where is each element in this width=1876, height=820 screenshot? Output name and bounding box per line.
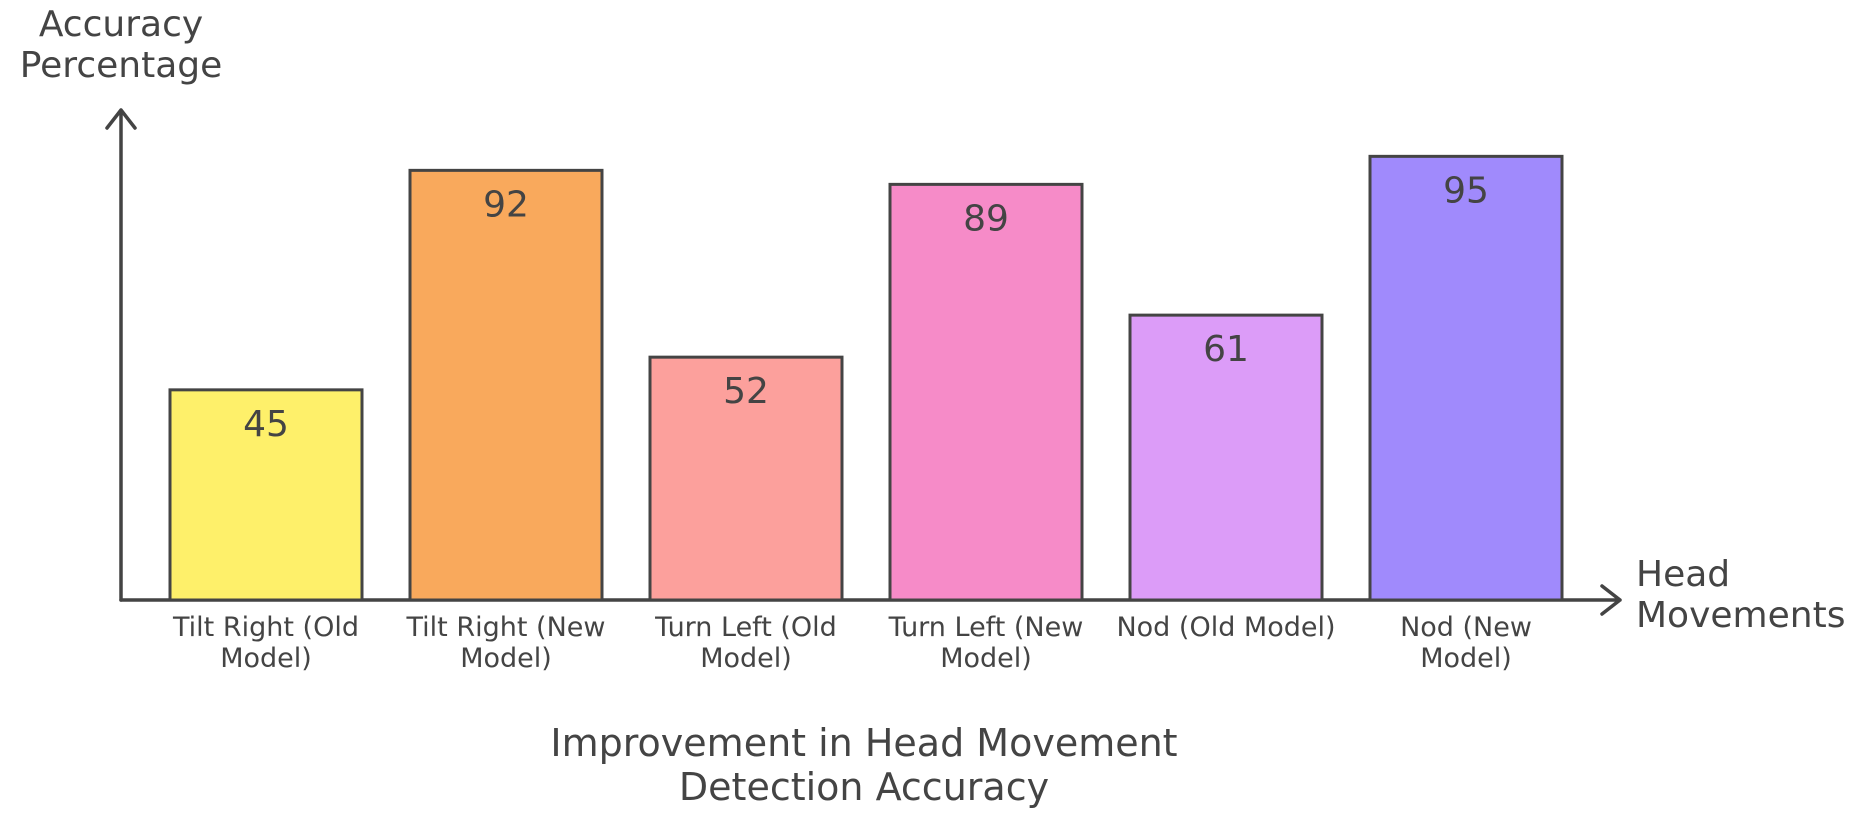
value-label: 52 — [723, 371, 769, 412]
chart-title: Improvement in Head Movement Detection A… — [550, 721, 1178, 809]
bar — [648, 355, 844, 602]
bar — [408, 168, 604, 602]
x-tick-label: Tilt Right (New Model) — [406, 612, 606, 675]
value-label: 89 — [963, 198, 1009, 239]
bar — [168, 388, 364, 602]
y-axis — [105, 108, 137, 602]
bar — [1128, 313, 1324, 602]
value-label: 45 — [243, 404, 289, 445]
x-axis-label: Head Movements — [1636, 554, 1846, 637]
y-axis-label: Accuracy Percentage — [19, 4, 223, 87]
x-tick-label: Tilt Right (Old Model) — [173, 612, 359, 675]
value-label: 95 — [1443, 170, 1489, 211]
x-tick-label: Nod (New Model) — [1400, 612, 1532, 675]
x-tick-label: Turn Left (New Model) — [888, 612, 1084, 675]
bar — [1368, 154, 1564, 602]
x-tick-label: Turn Left (Old Model) — [655, 612, 837, 675]
x-tick-label: Nod (Old Model) — [1116, 612, 1336, 643]
value-label: 92 — [483, 184, 529, 225]
value-label: 61 — [1203, 329, 1249, 370]
bar — [888, 182, 1084, 602]
